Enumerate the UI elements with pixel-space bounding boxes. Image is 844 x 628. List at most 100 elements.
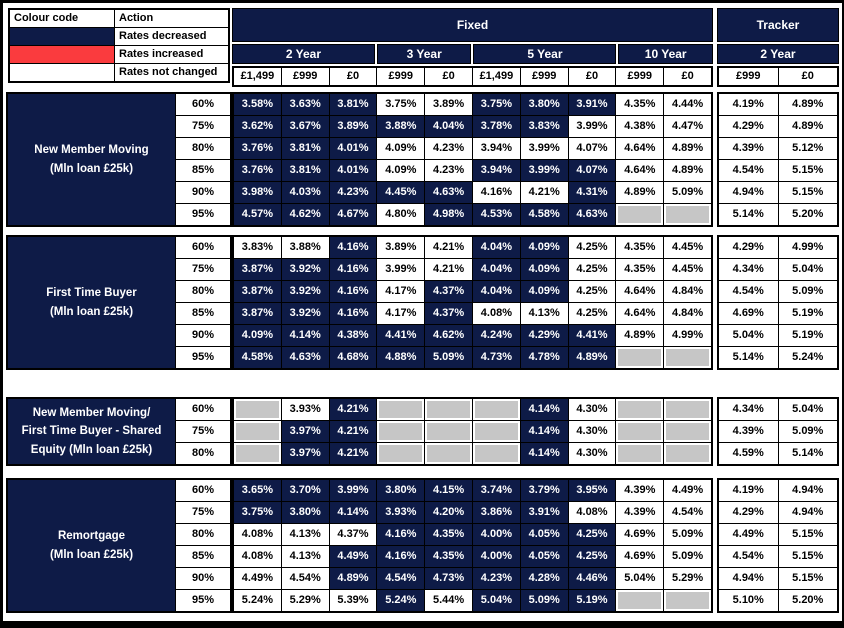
tracker-rate-cell: 5.15% [778,568,837,589]
rate-cell: 4.28% [520,568,568,589]
rate-cell: 3.99% [520,138,568,159]
rate-cell: 4.25% [568,524,616,545]
group-label: New Member Moving (Mln loan £25k) [8,94,175,225]
tracker-rate-cell: 4.29% [719,116,778,137]
rate-cell: 4.16% [377,524,425,545]
legend-swatch-rates-decreased [10,28,114,45]
rate-cell: 4.63% [425,182,472,203]
rate-cell: 4.98% [425,204,472,225]
rate-cell: 3.89% [377,237,425,258]
rate-cell: 3.81% [281,160,329,181]
ltv-cell: 80% [176,443,230,464]
rate-cell: 4.64% [616,303,664,324]
rate-cell: 4.05% [520,524,568,545]
rate-cell: 3.62% [234,116,281,137]
rate-cell: 4.39% [616,480,664,501]
rate-cell: 4.21% [329,421,377,442]
rate-cell: 3.99% [377,259,425,280]
rate-cell: 4.14% [520,421,568,442]
tracker-rate-cell: 5.15% [778,524,837,545]
tracker-rate-cell: 4.34% [719,399,778,420]
rate-cell: 4.09% [234,325,281,346]
tracker-rate-cell: 4.54% [719,546,778,567]
rate-cell: 4.23% [425,138,472,159]
rate-cell: 4.01% [329,138,377,159]
ltv-cell: 80% [176,138,230,159]
tracker-rate-cell: 5.15% [778,182,837,203]
rate-cell: 4.21% [425,259,472,280]
tracker-rate-cell: 4.49% [719,524,778,545]
rate-cell: 4.45% [377,182,425,203]
rate-cell: 4.35% [425,546,472,567]
empty-rate-cell [234,421,281,442]
rate-cell: 3.80% [377,480,425,501]
rate-cell: 5.24% [377,590,425,611]
ltv-cell: 85% [176,303,230,324]
rate-cell: 3.83% [234,237,281,258]
rate-cell: 3.92% [281,303,329,324]
rate-cell: 3.88% [281,237,329,258]
year-header-cell: 10 Year [618,44,713,64]
rate-cell: 4.37% [329,524,377,545]
empty-rate-cell [377,443,425,464]
tracker-rate-cell: 4.29% [719,237,778,258]
rate-cell: 4.45% [664,237,711,258]
tracker-rate-cell: 5.15% [778,160,837,181]
tracker-rate-cell: 5.09% [778,281,837,302]
legend-label-rates-not-changed: Rates not changed [115,64,228,81]
rate-cell: 4.53% [472,204,520,225]
rate-cell: 3.76% [234,160,281,181]
rate-cell: 3.89% [329,116,377,137]
rate-cell: 3.94% [472,138,520,159]
rate-cell: 4.16% [329,281,377,302]
group-fixed-rates-block: 3.58% 3.63% 3.81% 3.75% 3.89% 3.75% 3.80% 3.91%… [232,92,713,227]
rate-cell: 4.16% [329,237,377,258]
tracker-rate-cell: 4.89% [778,116,837,137]
rate-cell: 4.68% [329,347,377,368]
rate-cell: 4.04% [472,237,520,258]
tracker-year-header-cell: 2 Year [717,44,839,64]
ltv-cell: 85% [176,546,230,567]
tracker-rate-cell: 4.59% [719,443,778,464]
rate-cell: 4.89% [664,138,711,159]
year-header-cell: 2 Year [232,44,375,64]
rate-cell: 3.58% [234,94,281,115]
fee-header-cell: £0 [329,68,377,85]
rate-cell: 4.07% [568,138,616,159]
rate-cell: 4.63% [281,347,329,368]
rate-cell: 4.73% [472,347,520,368]
ltv-cell: 60% [176,399,230,420]
tracker-fee-band: £999 £0 [717,66,839,87]
rate-cell: 5.39% [329,590,377,611]
rate-cell: 4.84% [664,303,711,324]
rate-cell: 4.80% [377,204,425,225]
empty-rate-cell [664,399,711,420]
rate-cell: 3.79% [520,480,568,501]
ltv-cell: 60% [176,237,230,258]
group-fixed-rates-block: 3.93% 4.21% 4.14% 4.30% 3.97% 4.21% 4.14% 4.30%… [232,397,713,466]
tracker-rate-cell: 5.14% [719,347,778,368]
rate-cell: 4.04% [472,281,520,302]
rate-cell: 3.92% [281,259,329,280]
rate-cell: 3.93% [377,502,425,523]
year-header-cell: 3 Year [376,44,472,64]
rate-cell: 4.89% [329,568,377,589]
rate-cell: 5.09% [664,182,711,203]
rate-cell: 4.08% [234,524,281,545]
rate-cell: 4.89% [616,325,664,346]
rate-cell: 4.03% [281,182,329,203]
ltv-cell: 90% [176,182,230,203]
fixed-section-header: Fixed [232,8,713,42]
fee-header-cell: £999 [281,68,329,85]
ltv-cell: 60% [176,480,230,501]
rate-cell: 5.44% [425,590,472,611]
fee-header-cell: £0 [425,68,472,85]
empty-rate-cell [616,399,664,420]
rate-cell: 5.24% [234,590,281,611]
legend-label-rates-decreased: Rates decreased [115,28,228,45]
rate-cell: 4.23% [472,568,520,589]
rate-cell: 4.54% [281,568,329,589]
tracker-rate-cell: 4.69% [719,303,778,324]
tracker-rate-cell: 4.94% [778,502,837,523]
rate-cell: 4.58% [234,347,281,368]
